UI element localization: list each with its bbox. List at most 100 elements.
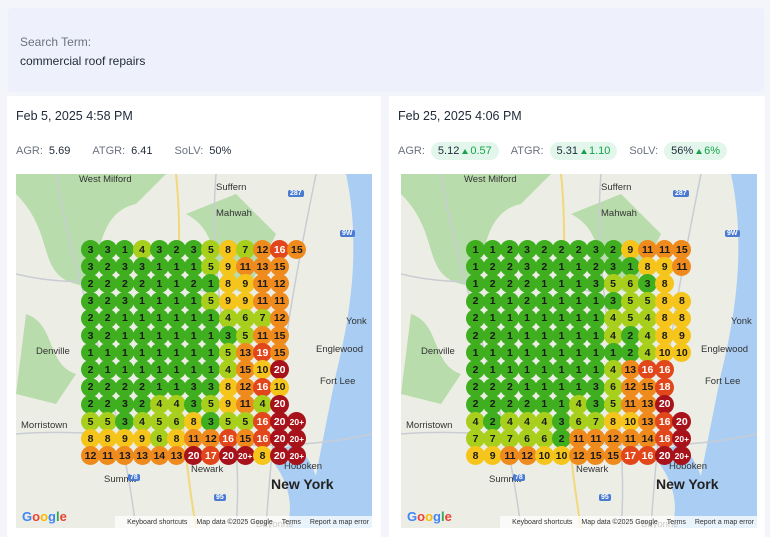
- terms-link[interactable]: Terms: [281, 518, 301, 526]
- rank-pin[interactable]: 8: [655, 291, 675, 311]
- rank-pin[interactable]: 4: [132, 240, 152, 259]
- rank-pin[interactable]: 2: [132, 394, 152, 414]
- rank-pin[interactable]: 8: [218, 274, 238, 294]
- rank-pin[interactable]: 2: [586, 257, 606, 277]
- rank-pin[interactable]: 13: [167, 446, 186, 466]
- rank-pin[interactable]: 11: [569, 429, 589, 449]
- rank-pin[interactable]: 1: [517, 360, 537, 380]
- rank-pin[interactable]: 1: [569, 360, 589, 380]
- rank-pin[interactable]: 16: [655, 360, 675, 380]
- rank-pin[interactable]: 5: [218, 343, 238, 363]
- rank-pin[interactable]: 4: [466, 412, 485, 431]
- rank-pin[interactable]: 15: [235, 429, 255, 449]
- rank-pin[interactable]: 1: [115, 326, 135, 345]
- rank-pin[interactable]: 3: [586, 377, 606, 397]
- rank-pin[interactable]: 9: [218, 394, 238, 414]
- rank-pin[interactable]: 20: [184, 446, 204, 466]
- rank-pin[interactable]: 1: [569, 274, 589, 294]
- rank-pin[interactable]: 11: [270, 291, 290, 311]
- rank-pin[interactable]: 12: [201, 429, 221, 449]
- rank-pin[interactable]: 4: [638, 308, 657, 328]
- rank-pin[interactable]: 2: [184, 274, 204, 294]
- rank-pin[interactable]: 13: [253, 257, 272, 277]
- rank-pin[interactable]: 20+: [287, 446, 307, 466]
- rank-pin[interactable]: 1: [184, 257, 204, 277]
- rank-pin[interactable]: 20: [655, 446, 675, 466]
- rank-pin[interactable]: 3: [81, 326, 100, 345]
- rank-pin[interactable]: 4: [534, 412, 554, 431]
- rank-pin[interactable]: 14: [149, 446, 169, 466]
- rank-pin[interactable]: 1: [500, 291, 520, 311]
- rank-pin[interactable]: 17: [620, 446, 640, 466]
- rank-pin[interactable]: 6: [149, 429, 169, 449]
- rank-pin[interactable]: 2: [466, 308, 485, 328]
- rank-pin[interactable]: 8: [253, 446, 272, 466]
- rank-pin[interactable]: 10: [672, 343, 692, 363]
- rank-pin[interactable]: 2: [552, 240, 571, 259]
- rank-pin[interactable]: 1: [167, 274, 186, 294]
- rank-pin[interactable]: 9: [235, 274, 255, 294]
- rank-pin[interactable]: 1: [81, 343, 100, 363]
- rank-pin[interactable]: 1: [201, 274, 221, 294]
- rank-pin[interactable]: 1: [167, 326, 186, 345]
- rank-pin[interactable]: 20: [270, 360, 290, 380]
- rank-pin[interactable]: 4: [603, 326, 623, 345]
- rank-pin[interactable]: 4: [167, 394, 186, 414]
- rank-pin[interactable]: 1: [534, 360, 554, 380]
- rank-pin[interactable]: 1: [115, 343, 135, 363]
- rank-pin[interactable]: 1: [586, 343, 606, 363]
- rank-pin[interactable]: 20+: [672, 429, 692, 449]
- rank-pin[interactable]: 1: [483, 308, 503, 328]
- rank-pin[interactable]: 1: [534, 326, 554, 345]
- rank-pin[interactable]: 11: [655, 240, 675, 259]
- rank-pin[interactable]: 1: [534, 377, 554, 397]
- rank-pin[interactable]: 5: [620, 308, 640, 328]
- rank-pin[interactable]: 16: [638, 360, 657, 380]
- rank-pin[interactable]: 20: [270, 446, 290, 466]
- rank-pin[interactable]: 1: [603, 343, 623, 363]
- rank-pin[interactable]: 1: [517, 343, 537, 363]
- rank-pin[interactable]: 1: [569, 257, 589, 277]
- rank-pin[interactable]: 15: [638, 377, 657, 397]
- rank-pin[interactable]: 2: [81, 377, 100, 397]
- rank-pin[interactable]: 1: [534, 291, 554, 311]
- rank-pin[interactable]: 15: [287, 240, 307, 259]
- rank-pin[interactable]: 12: [603, 429, 623, 449]
- rank-pin[interactable]: 1: [149, 257, 169, 277]
- rank-pin[interactable]: 11: [638, 240, 657, 259]
- rank-pin[interactable]: 3: [603, 291, 623, 311]
- rank-pin[interactable]: 1: [466, 240, 485, 259]
- rank-pin[interactable]: 11: [98, 446, 118, 466]
- rank-pin[interactable]: 2: [115, 377, 135, 397]
- rank-pin[interactable]: 2: [483, 377, 503, 397]
- rank-pin[interactable]: 1: [552, 343, 571, 363]
- rank-pin[interactable]: 5: [218, 412, 238, 431]
- rank-pin[interactable]: 5: [235, 326, 255, 345]
- rank-pin[interactable]: 5: [235, 412, 255, 431]
- rank-pin[interactable]: 2: [81, 274, 100, 294]
- rank-pin[interactable]: 6: [167, 412, 186, 431]
- rank-pin[interactable]: 1: [149, 274, 169, 294]
- rank-pin[interactable]: 9: [655, 257, 675, 277]
- rank-pin[interactable]: 4: [218, 360, 238, 380]
- rank-pin[interactable]: 2: [569, 240, 589, 259]
- rank-pin[interactable]: 14: [638, 429, 657, 449]
- rank-pin[interactable]: 1: [586, 308, 606, 328]
- keyboard-shortcuts-link[interactable]: Keyboard shortcuts: [512, 518, 573, 526]
- rank-pin[interactable]: 1: [167, 257, 186, 277]
- rank-pin[interactable]: 3: [115, 291, 135, 311]
- rank-pin[interactable]: 2: [620, 326, 640, 345]
- rank-pin[interactable]: 5: [149, 412, 169, 431]
- rank-pin[interactable]: 8: [672, 291, 692, 311]
- rank-pin[interactable]: 8: [98, 429, 118, 449]
- rank-pin[interactable]: 1: [132, 308, 152, 328]
- rank-pin[interactable]: 2: [98, 394, 118, 414]
- rank-pin[interactable]: 8: [218, 240, 238, 259]
- rank-pin[interactable]: 13: [638, 394, 657, 414]
- rank-pin[interactable]: 1: [149, 377, 169, 397]
- rank-pin[interactable]: 1: [569, 326, 589, 345]
- rank-pin[interactable]: 16: [638, 446, 657, 466]
- rank-pin[interactable]: 2: [500, 394, 520, 414]
- rank-pin[interactable]: 2: [466, 326, 485, 345]
- rank-pin[interactable]: 2: [466, 360, 485, 380]
